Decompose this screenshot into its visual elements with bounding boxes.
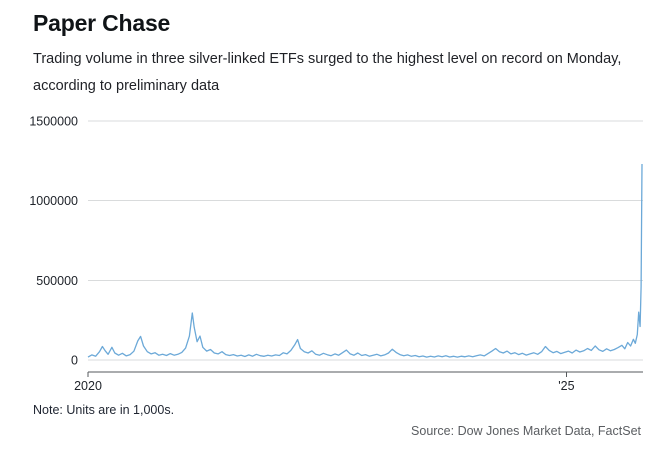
- chart-source: Source: Dow Jones Market Data, FactSet: [411, 423, 641, 438]
- y-axis-label: 1000000: [29, 194, 78, 208]
- volume-chart: 0 500000 1000000 1500000 2020 '25: [29, 114, 643, 393]
- chart-footer: Note: Units are in 1,000s. Source: Dow J…: [0, 403, 655, 438]
- chart-note: Note: Units are in 1,000s.: [33, 402, 175, 417]
- volume-line: [87, 163, 643, 358]
- y-axis-label: 1500000: [29, 114, 78, 128]
- chart-title: Paper Chase: [33, 10, 171, 36]
- x-axis-label: '25: [558, 379, 574, 393]
- y-axis-label: 500000: [36, 273, 78, 287]
- y-axis-label: 0: [71, 353, 78, 367]
- chart-header: Paper Chase Trading volume in three silv…: [0, 10, 655, 100]
- x-axis-label: 2020: [74, 379, 102, 393]
- chart-subtitle: Trading volume in three silver-linked ET…: [33, 51, 622, 94]
